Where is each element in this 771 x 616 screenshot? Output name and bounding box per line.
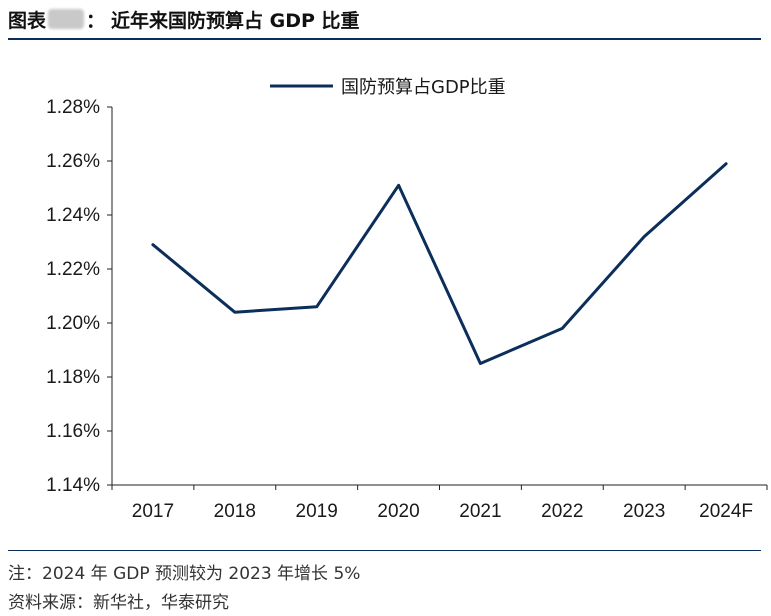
x-axis-ticks: 2017 2018 2019 2020 2021 2022 2023 2024F [111,485,768,522]
y-tick-label: 1.22% [46,259,100,280]
y-axis-ticks: 1.14% 1.16% 1.18% 1.20% 1.22% 1.24% 1.26% 1.28% [46,97,112,496]
legend-label: 国防预算占GDP比重 [341,77,506,98]
series-line [151,162,728,365]
y-tick-label: 1.18% [46,367,100,388]
x-tick-label: 2024F [699,501,753,522]
x-tick-label: 2018 [214,501,256,522]
y-tick-label: 1.14% [46,475,100,496]
figure-colon: ： [86,9,106,32]
source-note: 资料来源：新华社，华泰研究 [8,593,229,613]
top-divider [8,38,761,40]
y-tick-label: 1.20% [46,313,100,334]
chart-axes [111,107,767,486]
x-tick-label: 2021 [459,501,501,522]
x-tick-label: 2022 [541,501,583,522]
figure-label: 图表 [8,9,47,32]
x-tick-label: 2020 [377,501,419,522]
footnote: 注：2024 年 GDP 预测较为 2023 年增长 5% [8,564,361,584]
x-tick-label: 2017 [132,501,174,522]
redacted-number [48,9,85,29]
chart-title: 近年来国防预算占 GDP 比重 [111,9,360,32]
x-tick-label: 2019 [296,501,338,522]
series-layer [151,162,728,365]
y-tick-label: 1.24% [46,205,100,226]
line-chart: 1.14% 1.16% 1.18% 1.20% 1.22% 1.24% 1.26% 1.28%… [46,77,768,522]
bottom-divider [8,550,761,551]
y-tick-label: 1.26% [46,151,100,172]
x-tick-label: 2023 [623,501,665,522]
figure-title: 图表 ： 近年来国防预算占 GDP 比重 [8,4,360,34]
y-tick-label: 1.28% [46,97,100,118]
y-tick-label: 1.16% [46,421,100,442]
chart-legend: 国防预算占GDP比重 [270,77,506,98]
